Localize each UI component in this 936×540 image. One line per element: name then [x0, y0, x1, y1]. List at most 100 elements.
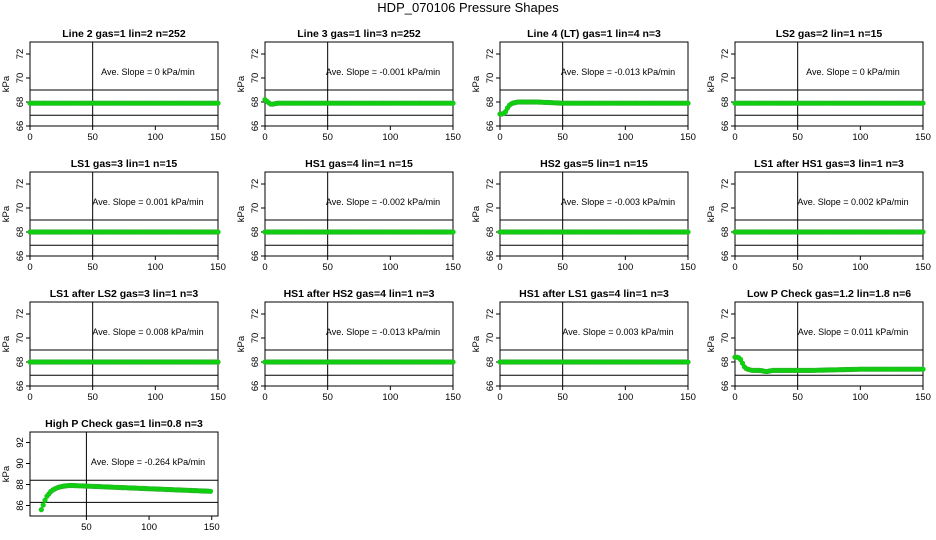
x-tick-label: 50 — [87, 392, 98, 403]
slope-annotation: Ave. Slope = -0.013 kPa/min — [326, 327, 440, 337]
x-tick-label: 100 — [617, 392, 633, 403]
slope-annotation: Ave. Slope = 0.002 kPa/min — [797, 197, 908, 207]
x-tick-label: 50 — [557, 392, 568, 403]
plot-frame — [29, 431, 219, 517]
x-tick-label: 50 — [557, 262, 568, 273]
panel: Line 4 (LT) gas=1 lin=4 n=3 0 50 100 150 66 68… — [471, 28, 696, 143]
y-tick-label: 72 — [485, 309, 496, 320]
y-tick-label: 66 — [485, 121, 496, 132]
panel-title: HS1 gas=4 lin=1 n=15 — [305, 158, 413, 170]
y-tick-label: 70 — [15, 333, 26, 344]
y-tick-label: 68 — [720, 97, 731, 108]
y-tick-label: 68 — [720, 227, 731, 238]
x-tick-label: 50 — [792, 132, 803, 143]
y-tick-label: 86 — [15, 500, 26, 511]
data-point — [40, 502, 46, 508]
x-tick-label: 100 — [852, 392, 868, 403]
y-tick-label: 72 — [485, 49, 496, 60]
y-tick-label: 72 — [250, 179, 261, 190]
x-tick-label: 0 — [732, 392, 737, 403]
y-tick-label: 68 — [250, 227, 261, 238]
y-tick-label: 70 — [720, 203, 731, 214]
plot-frame — [734, 41, 924, 127]
y-tick-label: 66 — [485, 381, 496, 392]
panel: Low P Check gas=1.2 lin=1.8 n=6 0 50 100 150… — [706, 288, 931, 403]
data-point — [920, 366, 926, 372]
slope-annotation: Ave. Slope = -0.003 kPa/min — [561, 197, 675, 207]
slope-annotation: Ave. Slope = 0.008 kPa/min — [92, 327, 203, 337]
data-point — [38, 507, 44, 513]
y-tick-label: 66 — [15, 121, 26, 132]
slope-annotation: Ave. Slope = 0 kPa/min — [101, 67, 195, 77]
y-tick-label: 72 — [250, 49, 261, 60]
x-tick-label: 150 — [680, 132, 696, 143]
x-tick-label: 50 — [322, 132, 333, 143]
y-axis-label: kPa — [1, 75, 12, 92]
x-tick-label: 0 — [732, 262, 737, 273]
y-tick-label: 68 — [250, 97, 261, 108]
panel: Line 3 gas=1 lin=3 n=252 0 50 100 150 66 68 70 7… — [236, 28, 461, 143]
y-tick-label: 68 — [720, 357, 731, 368]
panel-title: LS1 gas=3 lin=1 n=15 — [71, 158, 178, 170]
plot-frame — [734, 171, 924, 257]
y-tick-label: 92 — [15, 437, 26, 448]
x-tick-label: 150 — [915, 132, 931, 143]
y-axis-label: kPa — [471, 205, 482, 222]
panel-title: HS2 gas=5 lin=1 n=15 — [540, 158, 648, 170]
y-tick-label: 66 — [720, 251, 731, 262]
panel-title: HS1 after HS2 gas=4 lin=1 n=3 — [284, 288, 435, 300]
x-tick-label: 0 — [497, 392, 502, 403]
y-tick-label: 70 — [485, 73, 496, 84]
y-tick-label: 72 — [720, 179, 731, 190]
y-tick-label: 70 — [720, 333, 731, 344]
y-tick-label: 66 — [15, 381, 26, 392]
x-tick-label: 150 — [915, 262, 931, 273]
data-point — [215, 100, 221, 106]
y-tick-label: 72 — [720, 309, 731, 320]
y-tick-label: 66 — [15, 251, 26, 262]
x-tick-label: 100 — [141, 522, 157, 533]
y-tick-label: 72 — [15, 49, 26, 60]
data-point — [920, 229, 926, 235]
y-tick-label: 88 — [15, 479, 26, 490]
x-tick-label: 100 — [617, 132, 633, 143]
slope-annotation: Ave. Slope = 0.003 kPa/min — [562, 327, 673, 337]
y-axis-label: kPa — [1, 205, 12, 222]
x-tick-label: 100 — [852, 262, 868, 273]
slope-annotation: Ave. Slope = 0 kPa/min — [806, 67, 900, 77]
x-tick-label: 100 — [147, 132, 163, 143]
y-tick-label: 70 — [250, 73, 261, 84]
x-tick-label: 100 — [382, 392, 398, 403]
y-tick-label: 70 — [485, 203, 496, 214]
x-tick-label: 50 — [792, 392, 803, 403]
y-tick-label: 68 — [485, 97, 496, 108]
x-tick-label: 0 — [27, 132, 32, 143]
y-tick-label: 68 — [15, 227, 26, 238]
data-point — [450, 100, 456, 106]
x-tick-label: 0 — [262, 132, 267, 143]
x-tick-label: 50 — [87, 132, 98, 143]
data-point — [215, 359, 221, 365]
y-tick-label: 66 — [485, 251, 496, 262]
x-tick-label: 150 — [445, 132, 461, 143]
x-tick-label: 100 — [147, 392, 163, 403]
panel: LS1 after HS1 gas=3 lin=1 n=3 0 50 100 150 66… — [706, 158, 931, 273]
x-tick-label: 150 — [204, 522, 220, 533]
y-axis-label: kPa — [236, 75, 247, 92]
y-tick-label: 72 — [15, 309, 26, 320]
plot-frame — [264, 41, 454, 127]
panel: HS1 after HS2 gas=4 lin=1 n=3 0 50 100 150 66… — [236, 288, 461, 403]
slope-annotation: Ave. Slope = -0.264 kPa/min — [91, 457, 205, 467]
plot-frame — [29, 171, 219, 257]
y-tick-label: 66 — [720, 381, 731, 392]
plot-frame — [499, 171, 689, 257]
x-tick-label: 100 — [382, 262, 398, 273]
x-tick-label: 0 — [732, 132, 737, 143]
plot-frame — [499, 301, 689, 387]
x-tick-label: 150 — [680, 262, 696, 273]
panel-title: HS1 after LS1 gas=4 lin=1 n=3 — [519, 288, 669, 300]
page-title: HDP_070106 Pressure Shapes — [377, 0, 559, 15]
y-axis-label: kPa — [236, 335, 247, 352]
x-tick-label: 0 — [497, 262, 502, 273]
